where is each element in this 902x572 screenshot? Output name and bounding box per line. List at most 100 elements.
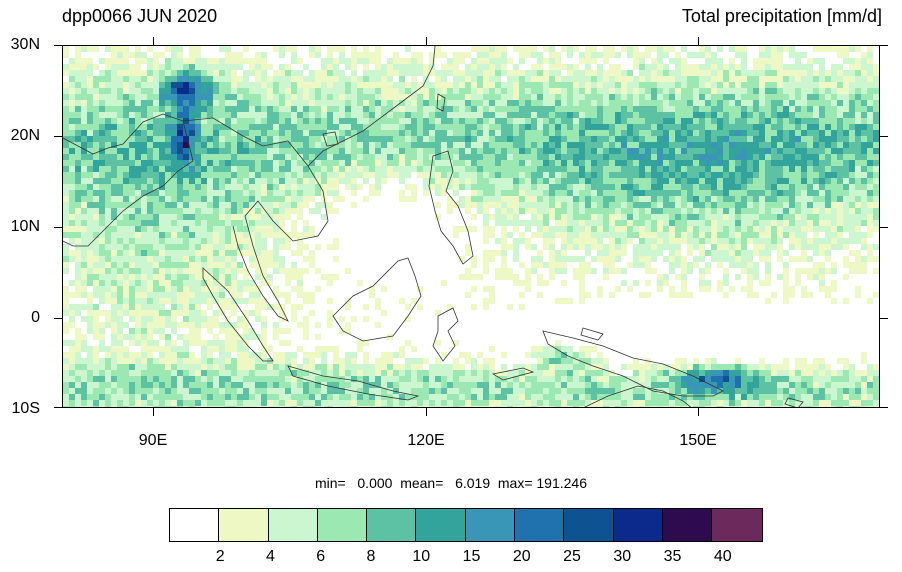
precip-cell: [591, 172, 597, 178]
precip-cell: [849, 208, 855, 214]
precip-cell: [525, 190, 531, 196]
precip-cell: [141, 154, 147, 160]
precip-cell: [861, 268, 867, 274]
precip-cell: [153, 88, 159, 94]
precip-cell: [63, 118, 69, 124]
precip-cell: [639, 238, 645, 244]
precip-cell: [231, 166, 237, 172]
precip-cell: [207, 316, 213, 322]
precip-cell: [519, 106, 525, 112]
precip-cell: [495, 178, 501, 184]
precip-cell: [591, 154, 597, 160]
precip-cell: [813, 70, 819, 76]
precip-cell: [729, 220, 735, 226]
precip-cell: [201, 208, 207, 214]
precip-cell: [453, 160, 459, 166]
precip-cell: [489, 298, 495, 304]
precip-cell: [417, 88, 423, 94]
precip-cell: [93, 256, 99, 262]
precip-cell: [735, 232, 741, 238]
precip-cell: [111, 298, 117, 304]
precip-cell: [285, 64, 291, 70]
precip-cell: [165, 70, 171, 76]
precip-cell: [327, 178, 333, 184]
precip-cell: [585, 112, 591, 118]
precip-cell: [801, 154, 807, 160]
precip-cell: [549, 178, 555, 184]
precip-cell: [219, 214, 225, 220]
precip-cell: [837, 214, 843, 220]
precip-cell: [81, 208, 87, 214]
precip-cell: [741, 64, 747, 70]
precip-cell: [303, 106, 309, 112]
precip-cell: [831, 46, 837, 52]
precip-cell: [537, 226, 543, 232]
precip-cell: [207, 136, 213, 142]
precip-cell: [207, 94, 213, 100]
precip-cell: [243, 214, 249, 220]
precip-cell: [123, 160, 129, 166]
precip-cell: [309, 112, 315, 118]
precip-cell: [687, 178, 693, 184]
precip-cell: [207, 178, 213, 184]
precip-cell: [393, 112, 399, 118]
precip-cell: [165, 118, 171, 124]
precip-cell: [681, 58, 687, 64]
precip-cell: [165, 310, 171, 316]
precip-cell: [549, 226, 555, 232]
precip-cell: [795, 256, 801, 262]
precip-cell: [123, 166, 129, 172]
precip-cell: [123, 142, 129, 148]
precip-cell: [225, 232, 231, 238]
precip-cell: [441, 64, 447, 70]
precip-cell: [537, 88, 543, 94]
precip-cell: [111, 172, 117, 178]
precip-cell: [153, 316, 159, 322]
precip-cell: [861, 232, 867, 238]
precip-cell: [201, 142, 207, 148]
precip-cell: [291, 220, 297, 226]
precip-cell: [597, 148, 603, 154]
precip-cell: [837, 112, 843, 118]
precip-cell: [825, 286, 831, 292]
precip-cell: [123, 172, 129, 178]
precip-cell: [117, 130, 123, 136]
precip-cell: [69, 202, 75, 208]
precip-cell: [639, 244, 645, 250]
precip-cell: [147, 154, 153, 160]
precip-cell: [165, 166, 171, 172]
precip-cell: [249, 310, 255, 316]
precip-cell: [387, 166, 393, 172]
precip-cell: [417, 112, 423, 118]
precip-cell: [669, 226, 675, 232]
precip-cell: [819, 100, 825, 106]
precip-cell: [867, 190, 873, 196]
precip-cell: [375, 172, 381, 178]
precip-cell: [453, 52, 459, 58]
precip-cell: [243, 166, 249, 172]
precip-cell: [441, 172, 447, 178]
precip-cell: [663, 274, 669, 280]
precip-cell: [189, 190, 195, 196]
precip-cell: [627, 130, 633, 136]
precip-cell: [345, 82, 351, 88]
precip-cell: [159, 244, 165, 250]
precip-cell: [789, 112, 795, 118]
precip-cell: [219, 160, 225, 166]
precip-cell: [255, 286, 261, 292]
precip-cell: [261, 82, 267, 88]
precip-cell: [837, 226, 843, 232]
precip-cell: [357, 172, 363, 178]
precip-cell: [777, 154, 783, 160]
precip-cell: [93, 46, 99, 52]
precip-cell: [87, 112, 93, 118]
precip-cell: [705, 280, 711, 286]
precip-cell: [705, 178, 711, 184]
precip-cell: [399, 178, 405, 184]
precip-cell: [879, 196, 880, 202]
precip-cell: [537, 142, 543, 148]
precip-cell: [525, 82, 531, 88]
precip-cell: [291, 166, 297, 172]
precip-cell: [855, 58, 861, 64]
precip-cell: [621, 172, 627, 178]
